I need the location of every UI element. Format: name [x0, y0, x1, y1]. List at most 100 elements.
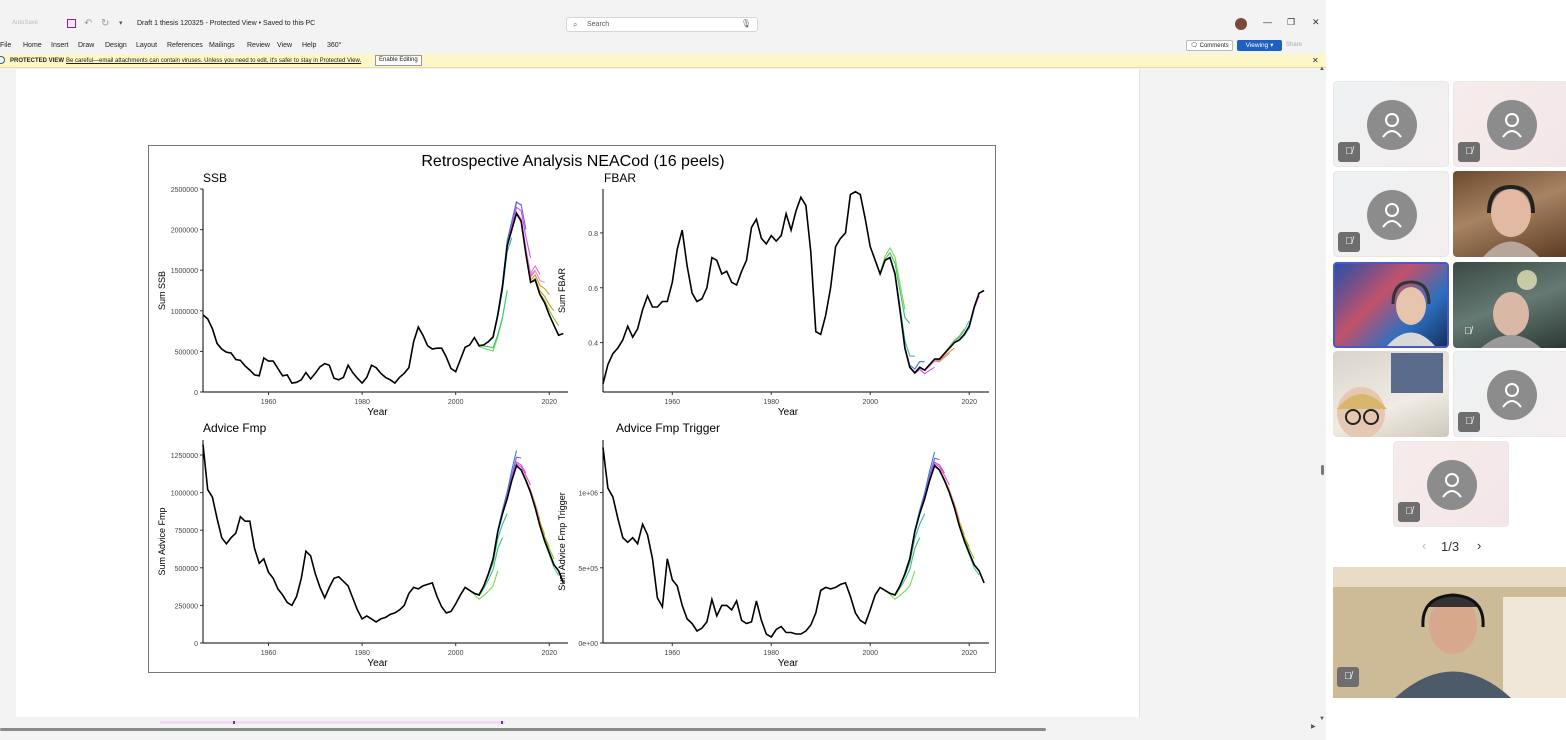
- participant-tile[interactable]: 🎙̸: [1393, 441, 1509, 527]
- x-tick-label: 1980: [354, 650, 370, 657]
- main-series-line: [202, 444, 565, 623]
- comments-label: Comments: [1199, 43, 1229, 49]
- x-tick-label: 2020: [961, 650, 977, 657]
- close-icon[interactable]: ✕: [1312, 56, 1319, 65]
- tab-file[interactable]: File: [0, 42, 12, 49]
- mic-muted-icon: 🎙̸: [1337, 667, 1359, 687]
- protected-view-label: PROTECTED VIEW: [10, 58, 65, 64]
- scroll-right-icon[interactable]: ▶: [1311, 724, 1316, 730]
- tab-references[interactable]: References: [167, 42, 203, 49]
- horizontal-scrollbar[interactable]: ▶: [0, 724, 1326, 731]
- minimize-icon[interactable]: —: [1263, 17, 1272, 27]
- participant-video-tile[interactable]: [1453, 171, 1566, 257]
- protected-view-message[interactable]: Be careful—email attachments can contain…: [66, 58, 362, 64]
- panel-title: Advice Fmp Trigger: [616, 421, 720, 435]
- tab-layout[interactable]: Layout: [136, 42, 158, 49]
- participant-tile[interactable]: 🎙̸: [1333, 81, 1449, 167]
- chevron-left-icon[interactable]: ‹: [1422, 538, 1427, 553]
- autosave-toggle[interactable]: AutoSave: [12, 20, 39, 26]
- x-tick-label: 2020: [541, 650, 557, 657]
- tab-insert[interactable]: Insert: [51, 42, 69, 49]
- y-tick-label: 0.4: [588, 341, 598, 348]
- viewing-mode-button[interactable]: Viewing ▾: [1237, 40, 1282, 51]
- mic-muted-icon: 🎙̸: [1458, 412, 1480, 432]
- teams-meeting-panel: 🎙̸ 🎙̸ 🎙̸ 🎙̸: [1326, 0, 1566, 740]
- participant-tile[interactable]: 🎙̸: [1333, 171, 1449, 257]
- person-icon: [1382, 113, 1402, 138]
- y-tick-label: 5e+05: [578, 566, 598, 573]
- avatar: [1487, 100, 1537, 150]
- undo-icon[interactable]: ↶: [84, 18, 93, 29]
- y-tick-label: 1e+06: [578, 491, 598, 498]
- x-tick-label: 1980: [354, 399, 370, 406]
- y-axis-label: Sum Advice Fmp: [157, 507, 167, 575]
- viewing-label: Viewing: [1245, 42, 1269, 49]
- x-tick-label: 1960: [664, 399, 680, 406]
- y-tick-label: 0.6: [588, 286, 598, 293]
- scroll-down-icon[interactable]: ▼: [1319, 716, 1325, 722]
- tab-design[interactable]: Design: [105, 42, 127, 49]
- participant-video-tile[interactable]: 🎙̸: [1453, 262, 1566, 348]
- chevron-right-icon[interactable]: ›: [1477, 538, 1482, 553]
- participant-tile[interactable]: 🎙̸: [1453, 351, 1566, 437]
- chevron-down-icon[interactable]: ⌄: [300, 19, 306, 26]
- peel-series-line: [889, 537, 921, 597]
- participant-video-icon: [1481, 270, 1541, 348]
- tab-help[interactable]: Help: [302, 42, 317, 49]
- y-tick-label: 1250000: [171, 453, 198, 460]
- peel-series-line: [904, 347, 935, 375]
- scrollbar-track[interactable]: [0, 728, 1046, 731]
- y-tick-label: 2000000: [171, 228, 198, 235]
- chart-title: Retrospective Analysis NEACod (16 peels): [421, 153, 724, 170]
- microphone-icon[interactable]: 🎙: [740, 19, 751, 28]
- x-tick-label: 2000: [448, 650, 464, 657]
- self-video-tile[interactable]: 🎙̸: [1333, 567, 1566, 698]
- y-axis-label: Sum FBAR: [557, 267, 567, 313]
- close-window-icon[interactable]: ✕: [1312, 17, 1320, 27]
- scrollbar-thumb[interactable]: [1321, 465, 1324, 475]
- tab-mailings[interactable]: Mailings: [209, 42, 235, 49]
- participant-video-tile-active[interactable]: [1333, 262, 1449, 348]
- comments-button[interactable]: 🗨 Comments: [1186, 40, 1233, 51]
- customize-toolbar-icon[interactable]: ▾: [119, 20, 123, 27]
- protected-view-bar: PROTECTED VIEW Be careful—email attachme…: [0, 54, 1326, 68]
- self-video-icon: [1333, 567, 1566, 698]
- panel-title: FBAR: [604, 171, 636, 185]
- title-bar: AutoSave ↶ ↻ ▾ Draft 1 thesis 120325 - P…: [0, 12, 1326, 36]
- word-window: AutoSave ↶ ↻ ▾ Draft 1 thesis 120325 - P…: [0, 0, 1326, 740]
- x-tick-label: 2020: [961, 399, 977, 406]
- share-button[interactable]: Share: [1286, 40, 1322, 51]
- avatar: [1487, 370, 1537, 420]
- tab-view[interactable]: View: [277, 42, 293, 49]
- participant-video-tile[interactable]: [1333, 351, 1449, 437]
- account-avatar[interactable]: [1235, 18, 1247, 30]
- participant-tile[interactable]: 🎙̸: [1453, 81, 1566, 167]
- tab-360[interactable]: 360°: [327, 42, 342, 49]
- enable-editing-button[interactable]: Enable Editing: [375, 55, 422, 66]
- restore-icon[interactable]: ❐: [1287, 17, 1296, 27]
- search-box[interactable]: ⌕ Search 🎙: [566, 17, 758, 32]
- scroll-up-icon[interactable]: ▲: [1319, 66, 1325, 72]
- person-icon: [1382, 203, 1402, 228]
- tab-home[interactable]: Home: [23, 42, 42, 49]
- y-tick-label: 0e+00: [578, 641, 598, 648]
- main-series-line: [202, 211, 564, 385]
- document-title[interactable]: Draft 1 thesis 120325 - Protected View •…: [137, 20, 316, 27]
- status-bar: [0, 733, 1326, 740]
- x-axis-label: Year: [367, 658, 388, 669]
- x-tick-label: 1960: [261, 399, 277, 406]
- redo-icon[interactable]: ↻: [101, 18, 110, 29]
- save-icon[interactable]: [67, 19, 76, 28]
- y-tick-label: 750000: [175, 528, 198, 535]
- person-icon: [1502, 113, 1522, 138]
- tab-draw[interactable]: Draw: [78, 42, 95, 49]
- search-icon: ⌕: [573, 20, 578, 29]
- selection-marker-bar: [160, 721, 505, 724]
- tab-review[interactable]: Review: [247, 42, 270, 49]
- y-tick-label: 1000000: [171, 309, 198, 316]
- retrospective-chart: Retrospective Analysis NEACod (16 peels)…: [157, 153, 989, 669]
- y-axis-label: Sum SSB: [157, 271, 167, 310]
- y-tick-label: 500000: [175, 566, 198, 573]
- vertical-scrollbar[interactable]: ▲ ▼: [1318, 66, 1326, 729]
- participant-video-icon: [1387, 280, 1435, 346]
